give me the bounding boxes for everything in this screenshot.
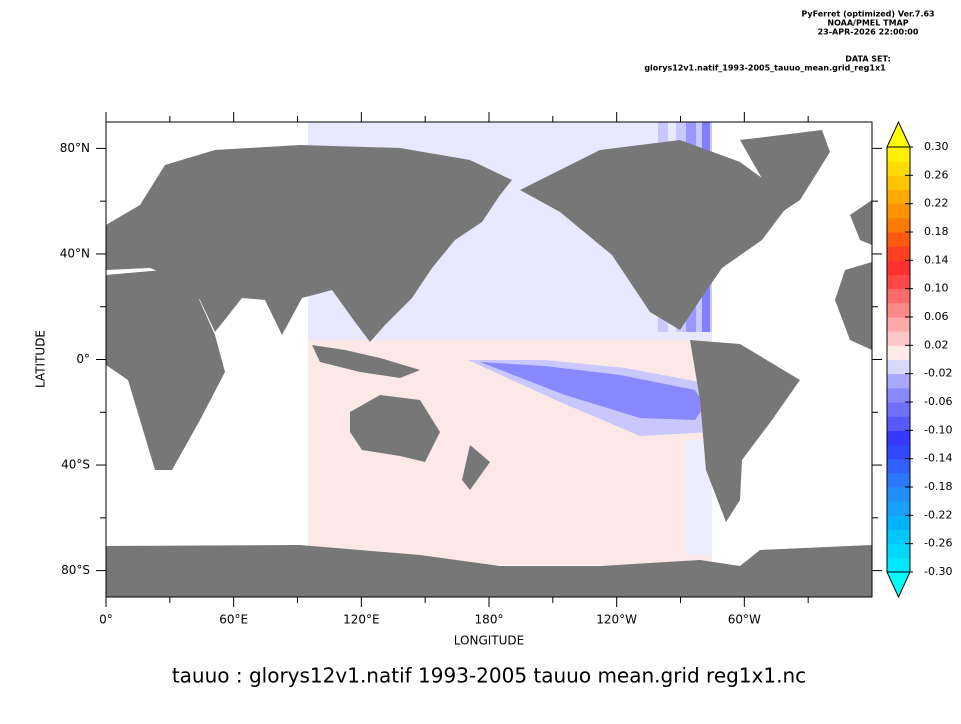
colorbar-under xyxy=(886,571,911,599)
colorbar-band xyxy=(887,430,910,445)
y-tick-label: 0° xyxy=(76,352,90,366)
x-tick-label: 0° xyxy=(99,613,113,627)
x-tick-label: 60°E xyxy=(219,613,248,627)
land-south-america xyxy=(690,340,800,522)
colorbar-band xyxy=(887,359,910,375)
colorbar-band xyxy=(887,543,910,559)
x-tick-label: 60°W xyxy=(728,613,761,627)
colorbar-band xyxy=(887,302,910,318)
colorbar-band xyxy=(887,246,910,261)
y-tick-label: 80°S xyxy=(61,563,90,577)
field-region xyxy=(480,362,705,420)
colorbar-band xyxy=(887,175,910,190)
land-north-america xyxy=(520,140,792,330)
land-eurasia xyxy=(106,145,512,342)
org: NOAA/PMEL TMAP xyxy=(827,19,908,28)
colorbar-tick-label: -0.26 xyxy=(924,537,952,550)
colorbar-band xyxy=(887,458,910,474)
colorbar-tick-label: -0.06 xyxy=(924,395,952,408)
land-antarctica xyxy=(106,545,872,597)
colorbar-band xyxy=(887,501,910,516)
colorbar-band xyxy=(887,472,910,488)
colorbar-band xyxy=(887,203,910,219)
colorbar-tick-label: 0.02 xyxy=(924,338,949,351)
colorbar-band xyxy=(887,274,910,290)
colorbar-band xyxy=(887,161,910,176)
colorbar-tick-label: -0.22 xyxy=(924,508,952,521)
header: PyFerret (optimized) Ver.7.63 NOAA/PMEL … xyxy=(644,10,934,73)
colorbar-band xyxy=(887,189,910,205)
land-australia xyxy=(350,395,440,462)
colorbar-band xyxy=(887,529,910,545)
colorbar-band xyxy=(887,217,910,233)
colorbar-tick-label: -0.10 xyxy=(924,423,952,436)
land xyxy=(106,130,872,597)
y-tick-label: 40°S xyxy=(61,458,90,472)
colorbar-tick-label: 0.26 xyxy=(924,168,949,181)
colorbar: 0.30 0.26 0.22 0.18 0.14 0.10 0.06 0.02 -0.02 -0.… xyxy=(886,120,952,599)
colorbar-tick-label: 0.18 xyxy=(924,225,949,238)
colorbar-tick-label: -0.14 xyxy=(924,452,952,465)
colorbar-band xyxy=(887,402,910,417)
colorbar-band xyxy=(887,232,910,247)
colorbar-band xyxy=(887,147,910,162)
colorbar-over xyxy=(886,120,911,148)
colorbar-tick-label: -0.30 xyxy=(924,565,952,578)
colorbar-band xyxy=(887,557,910,573)
colorbar-tick-label: 0.22 xyxy=(924,197,949,210)
colorbar-tick-label: 0.10 xyxy=(924,282,949,295)
colorbar-band xyxy=(887,515,910,530)
colorbar-tick-label: -0.02 xyxy=(924,367,952,380)
y-axis-label: LATITUDE xyxy=(34,330,48,388)
dataset-label: DATA SET: xyxy=(845,55,890,64)
y-tick-label: 80°N xyxy=(60,141,90,155)
land-europe-west xyxy=(850,200,872,245)
colorbar-tick-label: -0.18 xyxy=(924,480,952,493)
timestamp: 23-APR-2026 22:00:00 xyxy=(818,28,919,37)
caption: tauuo : glorys12v1.natif 1993-2005 tauuo… xyxy=(172,664,806,688)
colorbar-tick-label: 0.06 xyxy=(924,310,949,323)
colorbar-band xyxy=(887,331,910,346)
x-tick-label: 120°E xyxy=(343,613,380,627)
colorbar-frame xyxy=(886,146,911,573)
colorbar-band xyxy=(887,487,910,502)
colorbar-band xyxy=(887,317,910,332)
software: PyFerret (optimized) Ver.7.63 xyxy=(801,10,934,19)
colorbar-band xyxy=(887,260,910,275)
colorbar-tick-label: 0.14 xyxy=(924,253,949,266)
land-greenland xyxy=(740,130,830,212)
land-new-zealand xyxy=(462,445,490,490)
y-tick-label: 40°N xyxy=(60,246,90,260)
dataset: glorys12v1.natif_1993-2005_tauuo_mean.gr… xyxy=(644,64,886,73)
axes: LONGITUDE LATITUDE 0° 60°E 120°E 180° 120°W 6… xyxy=(34,112,882,648)
colorbar-band xyxy=(887,345,910,360)
x-tick-label: 180° xyxy=(475,613,504,627)
land-west-africa xyxy=(835,262,872,350)
colorbar-band xyxy=(887,444,910,460)
land-africa xyxy=(106,268,225,470)
colorbar-tick-label: 0.30 xyxy=(924,140,949,153)
colorbar-band xyxy=(887,288,910,304)
x-tick-label: 120°W xyxy=(596,613,637,627)
colorbar-band xyxy=(887,373,910,389)
land-indonesia xyxy=(312,345,420,378)
colorbar-band xyxy=(887,416,910,431)
x-axis-label: LONGITUDE xyxy=(454,634,524,648)
colorbar-band xyxy=(887,387,910,403)
